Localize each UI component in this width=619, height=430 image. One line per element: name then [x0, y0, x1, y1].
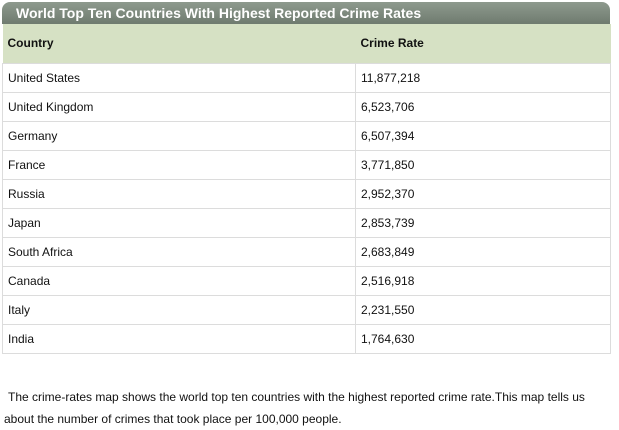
- column-header-country: Country: [2, 24, 356, 63]
- country-cell: Canada: [2, 265, 356, 296]
- crime-rate-cell: 2,516,918: [355, 265, 611, 296]
- table-row: United Kingdom 6,523,706: [2, 91, 611, 122]
- table-row: Russia 2,952,370: [2, 178, 611, 209]
- crime-rates-table-container: World Top Ten Countries With Highest Rep…: [2, 2, 611, 354]
- crime-rate-cell: 2,683,849: [355, 236, 611, 267]
- table-row: Canada 2,516,918: [2, 265, 611, 296]
- column-header-crime-rate: Crime Rate: [355, 24, 611, 63]
- crime-rate-cell: 2,853,739: [355, 207, 611, 238]
- table-row: Japan 2,853,739: [2, 207, 611, 238]
- table-row: France 3,771,850: [2, 149, 611, 180]
- country-cell: France: [2, 149, 356, 180]
- table-row: South Africa 2,683,849: [2, 236, 611, 267]
- table-row: India 1,764,630: [2, 323, 611, 354]
- crime-rates-table: Country Crime Rate United States 11,877,…: [2, 24, 611, 354]
- country-cell: Germany: [2, 120, 356, 151]
- table-description: The crime-rates map shows the world top …: [4, 390, 585, 426]
- table-header-row: Country Crime Rate: [2, 24, 611, 63]
- country-cell: South Africa: [2, 236, 356, 267]
- table-row: Italy 2,231,550: [2, 294, 611, 325]
- table-title: World Top Ten Countries With Highest Rep…: [2, 2, 610, 24]
- crime-rate-cell: 6,523,706: [355, 91, 611, 122]
- country-cell: Japan: [2, 207, 356, 238]
- crime-rate-cell: 3,771,850: [355, 149, 611, 180]
- crime-rate-cell: 11,877,218: [355, 62, 611, 93]
- country-cell: United States: [2, 62, 356, 93]
- country-cell: Russia: [2, 178, 356, 209]
- table-row: Germany 6,507,394: [2, 120, 611, 151]
- table-row: United States 11,877,218: [2, 62, 611, 93]
- country-cell: United Kingdom: [2, 91, 356, 122]
- crime-rate-cell: 6,507,394: [355, 120, 611, 151]
- crime-rate-cell: 1,764,630: [355, 323, 611, 354]
- crime-rate-cell: 2,231,550: [355, 294, 611, 325]
- crime-rate-cell: 2,952,370: [355, 178, 611, 209]
- country-cell: Italy: [2, 294, 356, 325]
- country-cell: India: [2, 323, 356, 354]
